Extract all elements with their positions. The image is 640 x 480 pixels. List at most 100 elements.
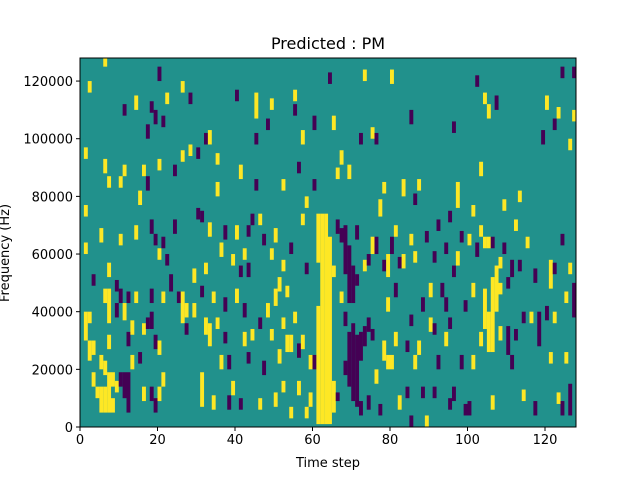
heatmap-cell — [289, 334, 294, 353]
heatmap-cell — [463, 403, 468, 416]
heatmap-cell — [273, 288, 278, 306]
heatmap-cell — [227, 354, 232, 370]
heatmap-cell — [281, 317, 286, 329]
heatmap-cell — [188, 144, 193, 157]
heatmap-cell — [285, 334, 290, 353]
heatmap-cell — [374, 132, 379, 145]
x-tick-label: 80 — [382, 433, 399, 448]
heatmap-cell — [277, 349, 282, 364]
heatmap-cell — [494, 265, 499, 312]
heatmap-cell — [273, 228, 278, 243]
heatmap-cell — [552, 262, 557, 275]
heatmap-cell — [142, 164, 146, 177]
heatmap-cell — [331, 115, 336, 131]
heatmap-cell — [432, 323, 437, 335]
heatmap-cell — [118, 288, 123, 304]
heatmap-cell — [269, 328, 274, 341]
heatmap-cell — [370, 236, 375, 255]
heatmap-cell — [432, 386, 437, 399]
heatmap-cell — [335, 392, 340, 402]
heatmap-cell — [157, 248, 162, 260]
heatmap-cell — [246, 225, 251, 237]
heatmap-cell — [161, 236, 166, 249]
heatmap-cell — [180, 150, 185, 162]
heatmap-cell — [436, 354, 441, 370]
heatmap-cell — [157, 66, 162, 82]
heatmap-cell — [304, 262, 309, 275]
heatmap-cell — [486, 236, 491, 249]
heatmap-cell — [397, 256, 402, 269]
heatmap-cell — [87, 81, 92, 93]
heatmap-cell — [107, 262, 112, 278]
heatmap-cell — [335, 219, 340, 234]
heatmap-cell — [533, 268, 538, 283]
heatmap-cell — [362, 326, 367, 347]
heatmap-cell — [486, 311, 491, 353]
heatmap-cell — [355, 334, 360, 407]
heatmap-cell — [262, 233, 267, 246]
heatmap-cell — [409, 314, 414, 327]
y-tick-label: 60000 — [32, 248, 73, 263]
heatmap-cell — [130, 320, 135, 335]
heatmap-cell — [490, 277, 495, 353]
heatmap-cell — [204, 262, 208, 275]
heatmap-cell — [99, 228, 104, 243]
heatmap-cell — [91, 274, 96, 286]
heatmap-cell — [122, 303, 127, 321]
heatmap-cell — [223, 225, 228, 240]
heatmap-cell — [258, 317, 263, 329]
heatmap-cell — [393, 282, 398, 298]
heatmap-cell — [386, 297, 391, 312]
heatmap-cell — [428, 317, 433, 332]
y-tick-label: 20000 — [32, 363, 73, 378]
heatmap-cell — [432, 251, 437, 263]
heatmap-cell — [165, 92, 170, 105]
heatmap-cell — [366, 254, 371, 266]
chart-title: Predicted : PM — [271, 34, 385, 53]
heatmap-cell — [483, 288, 487, 329]
heatmap-cell — [122, 104, 127, 116]
heatmap-cell — [103, 386, 108, 413]
heatmap-cell — [219, 242, 224, 257]
heatmap-cell — [153, 109, 158, 125]
heatmap-cell — [556, 107, 561, 119]
heatmap-cell — [359, 401, 363, 416]
heatmap-cell — [211, 291, 216, 304]
heatmap-cell — [572, 109, 577, 122]
heatmap-cell — [293, 311, 298, 324]
heatmap-cell — [390, 69, 394, 84]
heatmap-cell — [448, 317, 453, 329]
heatmap-cell — [258, 213, 263, 226]
heatmap-cell — [401, 254, 406, 269]
heatmap-cell — [498, 256, 503, 269]
heatmap-cell — [204, 317, 208, 335]
heatmap-cell — [444, 242, 449, 255]
heatmap-cell — [145, 124, 150, 139]
heatmap-cell — [254, 132, 259, 145]
heatmap-cell — [293, 89, 298, 102]
x-tick-label: 20 — [149, 433, 166, 448]
y-axis-label: Frequency (Hz) — [0, 204, 13, 302]
heatmap-cell — [153, 233, 158, 246]
heatmap-cell — [316, 305, 321, 425]
heatmap-cell — [196, 207, 201, 220]
heatmap-cell — [347, 245, 352, 304]
heatmap-cell — [378, 199, 383, 217]
heatmap-cell — [211, 395, 216, 410]
y-tick-label: 40000 — [32, 306, 73, 321]
heatmap-cell — [401, 179, 406, 197]
heatmap-cell — [231, 380, 236, 396]
heatmap-cell — [529, 311, 534, 324]
heatmap-cell — [343, 360, 348, 376]
heatmap-cell — [312, 115, 317, 131]
heatmap-cell — [339, 150, 344, 165]
heatmap-cell — [149, 288, 154, 304]
heatmap-cell — [417, 340, 422, 355]
heatmap-cell — [405, 386, 410, 399]
heatmap-cell — [382, 340, 387, 361]
heatmap-cell — [308, 392, 313, 407]
heatmap-cell — [118, 176, 123, 188]
heatmap-cell — [335, 167, 340, 180]
heatmap-cell — [215, 181, 220, 197]
